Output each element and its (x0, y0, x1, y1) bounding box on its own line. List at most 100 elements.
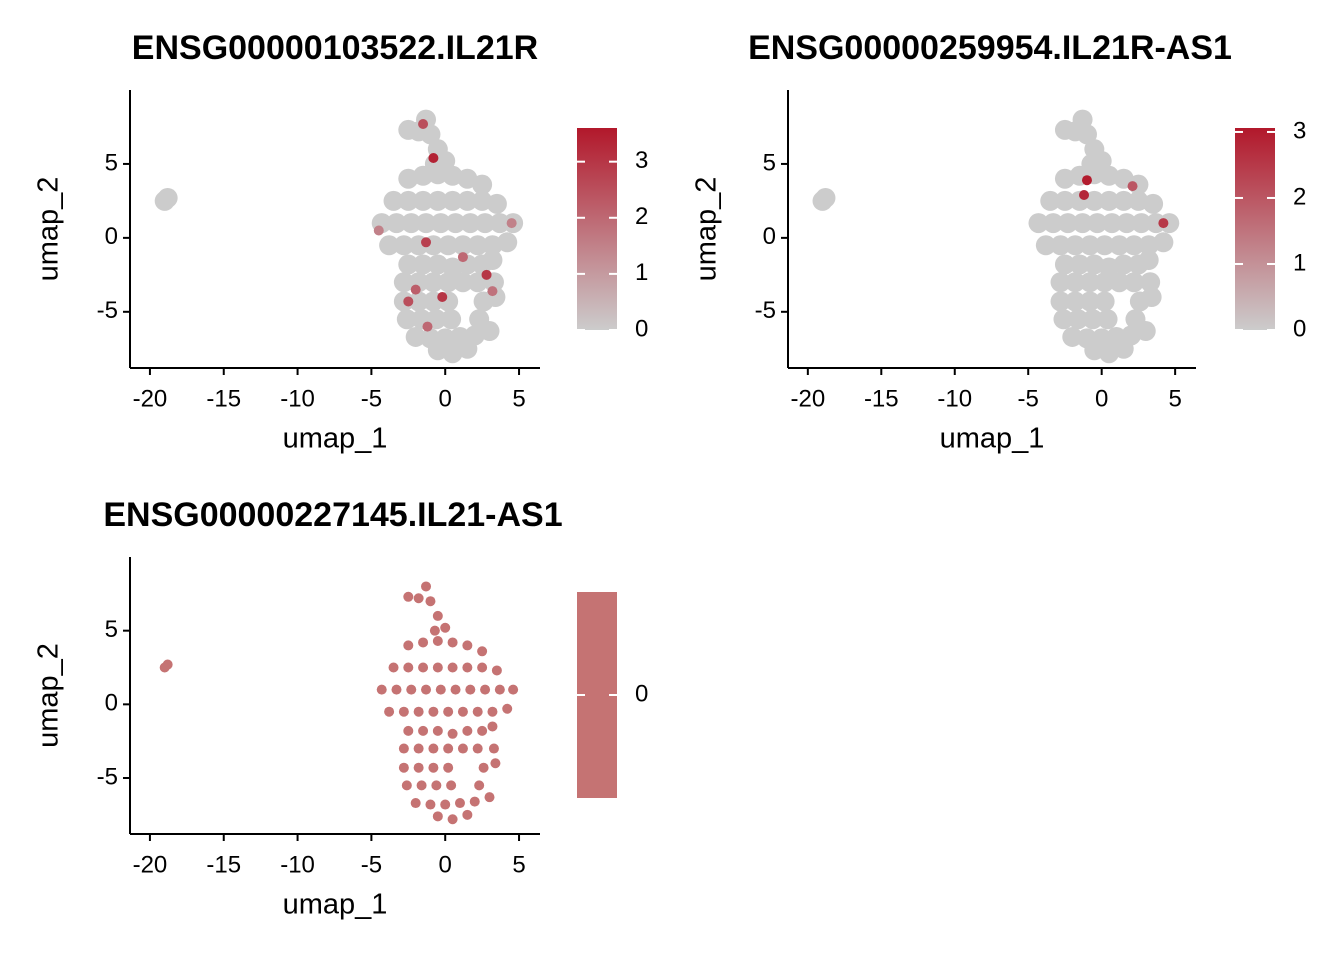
point (1141, 287, 1162, 308)
point (405, 326, 426, 347)
point (1159, 213, 1180, 234)
point (432, 725, 443, 736)
point (1028, 213, 1049, 234)
point (1062, 326, 1083, 347)
point (443, 706, 454, 717)
colorbar-tick-label: 0 (635, 315, 648, 342)
point (1068, 309, 1089, 330)
point (379, 235, 400, 256)
x-tick-label: 5 (512, 851, 525, 878)
point (430, 213, 451, 234)
colorbar (577, 128, 617, 330)
point (428, 762, 439, 773)
point (457, 338, 478, 359)
point (396, 309, 417, 330)
point (1094, 235, 1115, 256)
x-tick-label: 5 (1168, 385, 1181, 412)
point (437, 292, 448, 303)
point (462, 809, 473, 820)
point (393, 235, 414, 256)
x-axis-label: umap_1 (283, 423, 388, 455)
point (410, 284, 421, 295)
point (457, 706, 468, 717)
point (480, 684, 491, 695)
point (1079, 235, 1100, 256)
point (1054, 254, 1075, 275)
point (1113, 190, 1134, 211)
point (401, 780, 412, 791)
point (1065, 235, 1086, 256)
point (491, 665, 502, 676)
point (1053, 309, 1074, 330)
point (457, 743, 468, 754)
panel: ENSG00000259954.IL21R-AS1 -20 -15 -10 -5 0 5 -5… (691, 29, 1307, 455)
colorbar-tick-label: 2 (635, 203, 648, 230)
point (454, 798, 465, 809)
point (421, 237, 432, 248)
point (1043, 213, 1064, 234)
point (457, 252, 468, 263)
point (432, 662, 443, 673)
chart-title: ENSG00000103522.IL21R (132, 29, 538, 67)
y-axis-label: umap_2 (33, 643, 65, 748)
point (472, 174, 493, 195)
x-tick-label: -20 (790, 385, 825, 412)
point (401, 213, 422, 234)
point (1135, 321, 1156, 342)
point (467, 235, 488, 256)
point (1065, 272, 1086, 293)
point (428, 743, 439, 754)
point (486, 193, 507, 214)
point (1050, 291, 1071, 312)
point (1153, 232, 1174, 253)
y-axis-label: umap_2 (33, 177, 65, 282)
point (413, 762, 424, 773)
point (452, 235, 473, 256)
y-tick-label: 0 (763, 223, 776, 250)
point (1140, 272, 1161, 293)
point (418, 662, 429, 673)
point (462, 725, 473, 736)
point (450, 684, 461, 695)
x-tick-label: -15 (864, 385, 899, 412)
chart-title: ENSG00000227145.IL21-AS1 (103, 496, 562, 534)
point (1076, 124, 1097, 145)
point (428, 153, 439, 164)
point (447, 637, 458, 648)
point (408, 291, 429, 312)
point (1143, 193, 1164, 214)
x-tick-label: 0 (1095, 385, 1108, 412)
point (420, 124, 441, 145)
point (452, 272, 473, 293)
colorbar-tick-label: 0 (635, 680, 648, 707)
x-axis-label: umap_1 (283, 889, 388, 921)
point (431, 780, 442, 791)
point (418, 637, 429, 648)
point (477, 646, 488, 657)
point (154, 190, 175, 211)
point (398, 190, 419, 211)
point (1079, 272, 1100, 293)
point (440, 622, 451, 633)
point (403, 591, 414, 602)
point (465, 684, 476, 695)
point (462, 662, 473, 673)
x-tick-label: -5 (1018, 385, 1039, 412)
y-tick-label: -5 (755, 297, 776, 324)
point (413, 593, 424, 604)
point (428, 706, 439, 717)
point (438, 235, 459, 256)
point (1057, 213, 1078, 234)
point (1116, 213, 1137, 234)
point (421, 684, 432, 695)
point (497, 232, 518, 253)
point (1082, 309, 1103, 330)
point (477, 725, 488, 736)
point (410, 798, 421, 809)
point (443, 743, 454, 754)
point (1050, 272, 1071, 293)
point (481, 269, 492, 280)
y-tick-label: 5 (763, 149, 776, 176)
point (406, 684, 417, 695)
